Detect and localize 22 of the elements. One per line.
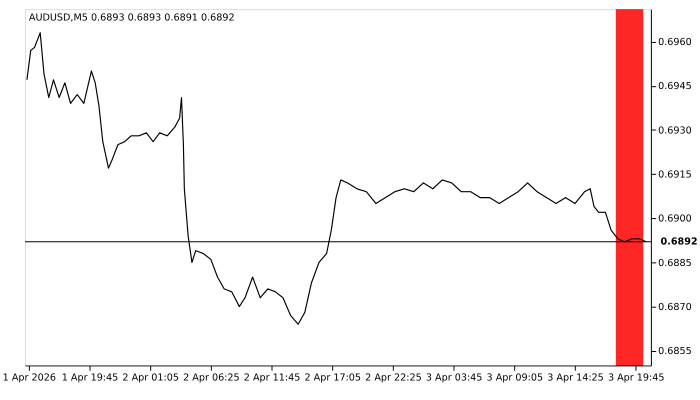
- x-tick-label: 2 Apr 11:45: [244, 372, 300, 384]
- y-tick-label: 0.6960: [658, 36, 692, 48]
- ref-line-label: 0.6892: [660, 236, 698, 248]
- y-tick-label: 0.6885: [658, 258, 692, 269]
- x-tick-label: 3 Apr 19:45: [608, 372, 664, 384]
- y-tick-label: 0.6915: [658, 169, 692, 180]
- chart-title: AUDUSD,M5 0.6893 0.6893 0.6891 0.6892: [28, 12, 235, 24]
- x-tick-label: 1 Apr 2026: [2, 372, 56, 384]
- y-tick-label: 0.6900: [658, 214, 692, 225]
- x-tick-label: 3 Apr 14:25: [547, 372, 604, 384]
- y-tick-label: 0.6870: [658, 302, 692, 313]
- x-tick-label: 3 Apr 09:05: [486, 372, 544, 384]
- x-tick-label: 2 Apr 06:25: [183, 372, 240, 384]
- y-tick-label: 0.6945: [658, 81, 692, 92]
- x-tick-label: 2 Apr 22:25: [365, 372, 422, 384]
- x-tick-label: 2 Apr 01:05: [122, 372, 179, 384]
- x-tick-label: 2 Apr 17:05: [304, 372, 362, 384]
- x-tick-label: 3 Apr 03:45: [426, 372, 482, 384]
- y-tick-label: 0.6855: [658, 346, 692, 358]
- y-tick-label: 0.6930: [658, 125, 692, 136]
- line-series: [26, 32, 647, 325]
- x-tick-label: 1 Apr 19:45: [62, 372, 118, 384]
